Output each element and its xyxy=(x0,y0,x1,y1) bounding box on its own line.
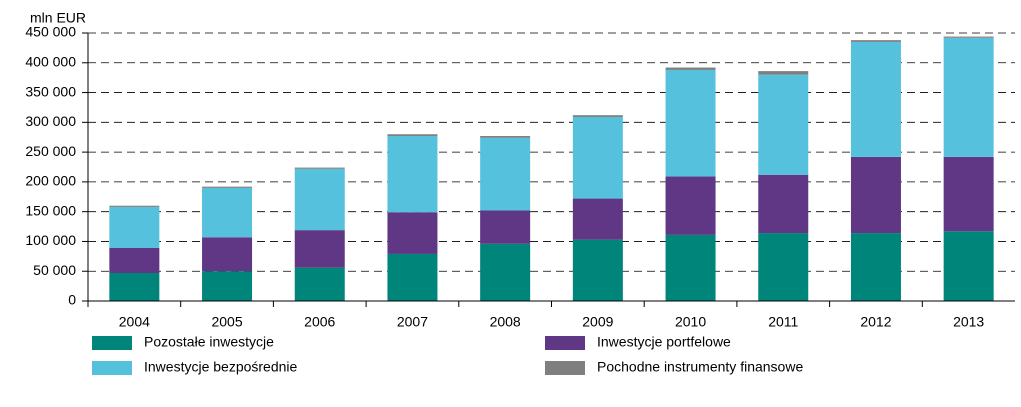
y-axis-label: mln EUR xyxy=(30,10,86,26)
bar-segment xyxy=(850,156,901,234)
bar-segment xyxy=(387,212,438,254)
legend-label: Inwestycje bezpośrednie xyxy=(144,359,298,375)
x-tick-label: 2012 xyxy=(860,314,891,330)
bar-segment xyxy=(943,231,994,301)
legend-label: Pochodne instrumenty finansowe xyxy=(597,359,803,375)
legend-swatch xyxy=(92,361,132,375)
x-tick-label: 2008 xyxy=(490,314,521,330)
bar-segment xyxy=(294,267,345,301)
y-tick-label: 50 000 xyxy=(33,262,76,278)
bar-segment xyxy=(202,271,253,301)
bar-segment xyxy=(202,187,253,238)
bar-segment xyxy=(109,205,160,207)
bar-segment xyxy=(943,36,994,38)
bar-segment xyxy=(665,234,716,301)
bar-segment xyxy=(572,116,623,199)
x-tick-label: 2010 xyxy=(675,314,706,330)
x-tick-label: 2013 xyxy=(953,314,984,330)
legend-swatch xyxy=(545,361,585,375)
bar-segment xyxy=(850,40,901,42)
bar-segment xyxy=(665,69,716,177)
y-tick-label: 100 000 xyxy=(25,232,76,248)
bar-segment xyxy=(850,41,901,157)
bar-segment xyxy=(202,237,253,272)
bar-segment xyxy=(294,167,345,169)
bar-segment xyxy=(387,134,438,137)
x-tick-label: 2009 xyxy=(582,314,613,330)
bar-segment xyxy=(294,168,345,231)
bar-segment xyxy=(387,136,438,213)
bar-segment xyxy=(758,71,809,75)
bar-segment xyxy=(202,186,253,188)
bar-segment xyxy=(572,115,623,117)
bar-segment xyxy=(758,74,809,175)
bar-segment xyxy=(109,206,160,248)
y-tick-label: 350 000 xyxy=(25,83,76,99)
y-tick-label: 0 xyxy=(68,292,76,308)
bar-segment xyxy=(758,233,809,301)
bar-segment xyxy=(294,230,345,268)
bar-segment xyxy=(480,243,531,301)
x-tick-label: 2007 xyxy=(397,314,428,330)
y-tick-label: 250 000 xyxy=(25,143,76,159)
legend-swatch xyxy=(545,336,585,350)
bar-segment xyxy=(480,136,531,138)
bar-segment xyxy=(480,137,531,211)
legend-label: Pozostałe inwestycje xyxy=(144,334,274,350)
x-tick-label: 2005 xyxy=(211,314,242,330)
bar-segment xyxy=(480,210,531,244)
y-tick-label: 200 000 xyxy=(25,173,76,189)
bar-segment xyxy=(758,174,809,234)
bar-segment xyxy=(943,156,994,232)
bar-segment xyxy=(387,253,438,301)
bar-segment xyxy=(850,233,901,301)
x-tick-label: 2004 xyxy=(119,314,150,330)
y-tick-label: 150 000 xyxy=(25,202,76,218)
y-tick-label: 400 000 xyxy=(25,53,76,69)
bar-segment xyxy=(572,198,623,240)
y-tick-label: 300 000 xyxy=(25,113,76,129)
bar-segment xyxy=(572,239,623,301)
x-tick-label: 2011 xyxy=(768,314,798,330)
bar-segment xyxy=(109,273,160,301)
bar-segment xyxy=(665,67,716,70)
bar-segment xyxy=(665,176,716,235)
bar-segment xyxy=(943,37,994,157)
legend-label: Inwestycje portfelowe xyxy=(597,334,731,350)
x-tick-label: 2006 xyxy=(304,314,335,330)
bar-segment xyxy=(109,247,160,274)
y-tick-label: 450 000 xyxy=(25,24,76,40)
legend-swatch xyxy=(92,336,132,350)
